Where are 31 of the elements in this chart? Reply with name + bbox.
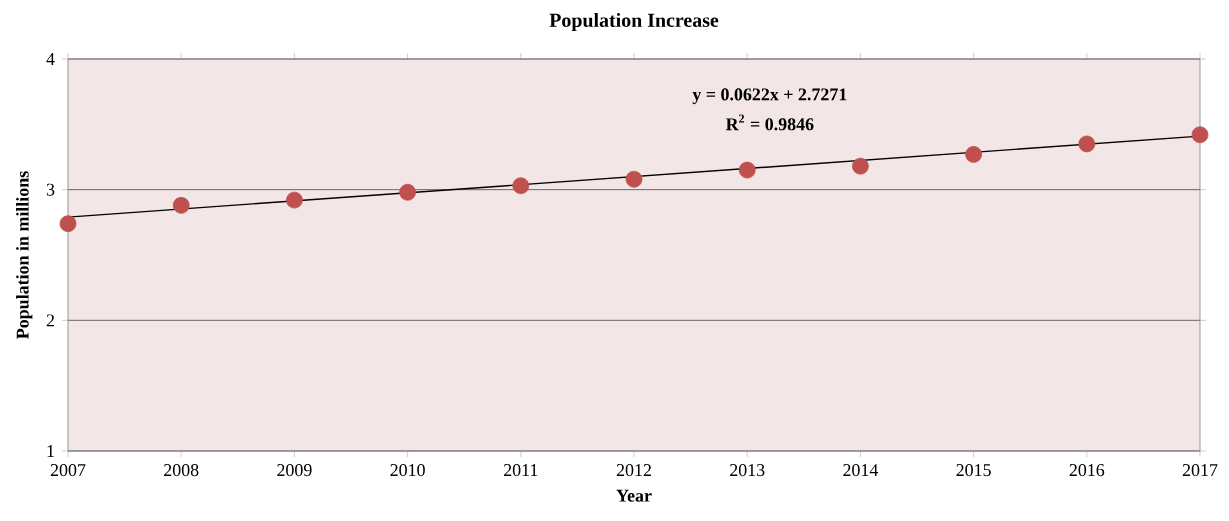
x-tick-label: 2008 — [164, 464, 199, 477]
y-tick-label: 3 — [46, 183, 55, 196]
y-axis-title: Population in millions — [16, 171, 33, 339]
point — [1078, 135, 1096, 153]
point — [1191, 126, 1209, 144]
point — [512, 177, 530, 195]
x-tick-label: 2010 — [390, 464, 425, 477]
x-axis-title: Year — [616, 489, 652, 502]
y-tick-label: 1 — [47, 445, 54, 457]
y-tick-label: 4 — [46, 53, 55, 65]
x-tick-label: 2011 — [503, 464, 538, 477]
chart-title: Population Increase — [549, 12, 719, 32]
x-tick-label: 2016 — [1069, 464, 1105, 477]
annotation: y = 0.0622x + 2.7271 — [692, 88, 847, 105]
x-tick-label: 2014 — [843, 464, 879, 477]
x-tick-label: 2012 — [616, 464, 651, 477]
x-tick-label: 2007 — [50, 464, 86, 477]
point — [59, 215, 77, 233]
point — [738, 161, 756, 179]
point — [286, 191, 303, 209]
annotation: R$^{2}$ = 0.9846 — [725, 114, 814, 131]
x-tick-label: 2009 — [277, 464, 312, 477]
point — [965, 146, 982, 163]
x-tick-label: 2015 — [956, 464, 991, 477]
point — [852, 157, 869, 175]
y-tick-label: 2 — [46, 314, 54, 327]
x-tick-label: 2013 — [730, 464, 765, 477]
point — [172, 196, 190, 214]
point — [625, 170, 643, 188]
point — [399, 183, 416, 201]
x-tick-label: 2017 — [1182, 464, 1218, 477]
